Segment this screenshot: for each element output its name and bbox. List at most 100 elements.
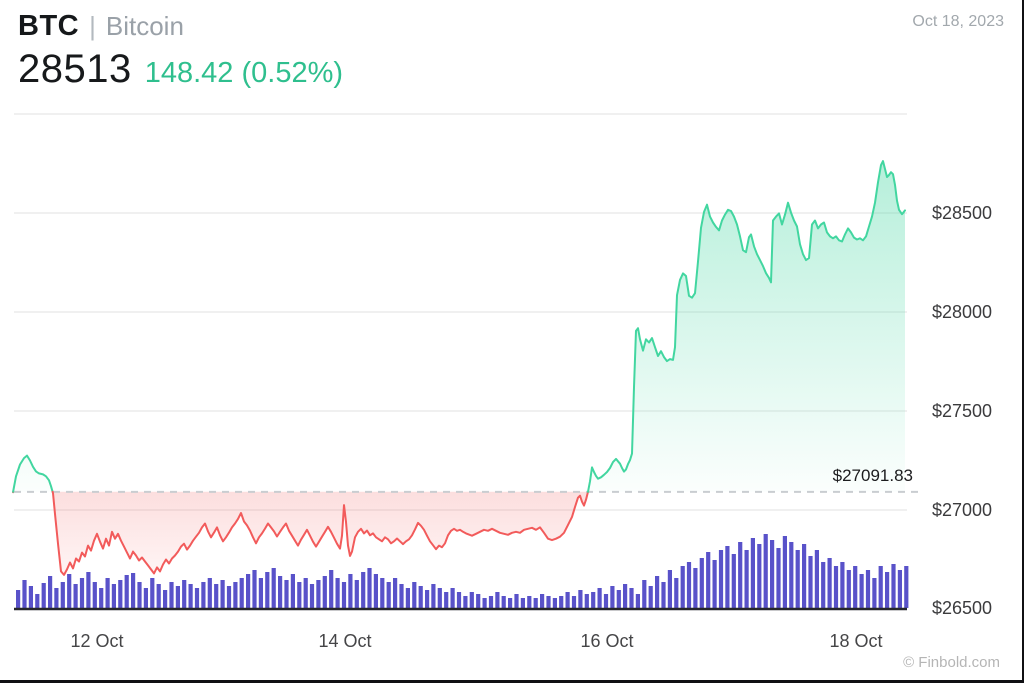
volume-bar [610,586,615,608]
volume-bar [201,582,206,608]
volume-bar [744,550,749,608]
baseline-price-label: $27091.83 [832,466,913,485]
volume-bar [48,576,53,608]
volume-bar [361,572,366,608]
volume-bar [79,578,85,608]
volume-bar [872,578,877,608]
volume-bar [718,550,724,608]
volume-bar [859,574,864,608]
volume-bar [207,578,212,608]
volume-bar [252,570,257,608]
volume-bar [891,564,896,608]
volume-bar [99,588,104,608]
volume-bar [578,590,583,608]
y-axis-label: $27000 [932,500,993,520]
volume-bar [175,586,180,608]
volume-bar [821,562,826,608]
volume-bar [393,578,398,608]
volume-bar [738,542,743,608]
volume-bar [92,582,97,608]
volume-bar [118,580,123,608]
volume-bar [41,583,46,608]
volume-bar [150,578,155,608]
chart-date: Oct 18, 2023 [912,13,1004,30]
volume-bar [386,582,391,608]
symbol-row: BTC | Bitcoin [18,10,343,43]
volume-bar [405,588,410,608]
volume-bar [380,578,385,608]
volume-bar [488,596,494,608]
volume-bar [750,538,755,608]
volume-bar [508,598,513,608]
volume-bar [309,584,315,608]
volume-bar [271,568,276,608]
volume-bar [290,574,295,608]
volume-bar [137,582,142,608]
volume-bar [725,546,730,608]
x-axis-label: 18 Oct [829,631,883,651]
volume-bar [648,586,653,608]
volume-bar [246,574,251,608]
volume-bar [853,566,858,608]
volume-bar [35,594,40,608]
x-axis-label: 16 Oct [580,631,634,651]
volume-bar [297,582,302,608]
volume-bar [412,582,417,608]
volume-bar [635,594,640,608]
volume-bar [463,596,468,608]
volume-bar [476,594,481,608]
volume-bar [354,580,359,608]
volume-bar [782,536,787,608]
x-axis-label: 12 Oct [70,631,124,651]
volume-bar [258,578,263,608]
volume-bar [469,592,474,608]
volume-bar [303,578,308,608]
volume-bar [335,578,340,608]
volume-bar [846,570,851,608]
volume-bar [444,592,449,608]
volume-bar [776,548,781,608]
volume-bar [808,556,813,608]
volume-bar [591,592,596,608]
volume-bar [706,552,711,608]
price-line-up [587,160,906,493]
volume-bar [22,580,27,608]
volume-bar [367,568,372,608]
volume-bar [597,588,602,608]
volume-bar [482,598,487,608]
volume-bar [833,566,839,608]
volume-bar [131,573,136,608]
volume-bar [527,596,532,608]
price-change: 148.42 (0.52%) [144,57,344,89]
volume-bar [693,568,698,608]
volume-bar [233,582,238,608]
volume-bar [763,534,768,608]
coin-name: Bitcoin [105,11,184,41]
volume-bar [667,570,672,608]
volume-bar [501,596,506,608]
volume-bar [28,586,33,608]
volume-bar [616,590,621,608]
volume-bar [111,584,116,608]
volume-bar [885,572,890,608]
volume-bar [418,586,423,608]
volume-bar [546,596,551,608]
volume-bar [194,588,200,608]
volume-bar [629,588,634,608]
y-axis-label: $27500 [932,401,993,421]
volume-bar [60,582,65,608]
volume-bar [73,584,78,608]
volume-bar [54,588,59,608]
current-price: 28513 [18,47,132,91]
volume-bar [425,590,430,608]
volume-bar [655,576,660,608]
volume-bar [437,588,442,608]
price-line-down [51,490,589,576]
volume-bar [105,578,110,608]
volume-bar [795,550,800,608]
volume-bar [603,594,609,608]
volume-bar [897,570,902,608]
volume-bar [373,574,378,608]
